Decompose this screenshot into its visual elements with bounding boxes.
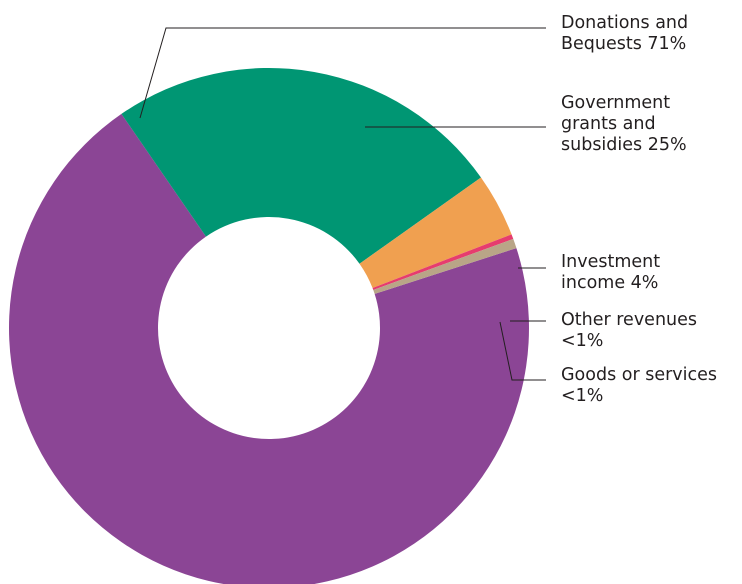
- label-line: Bequests 71%: [561, 34, 686, 54]
- slice-investment: [359, 177, 512, 289]
- slice-government: [121, 67, 481, 264]
- label-goods: Goods or services <1%: [561, 365, 717, 406]
- slice-other: [372, 234, 514, 290]
- label-government: Government grants and subsidies 25%: [561, 93, 687, 155]
- label-line: Other revenues: [561, 310, 697, 330]
- label-line: Goods or services: [561, 365, 717, 385]
- label-line: grants and: [561, 114, 656, 134]
- label-line: Investment: [561, 252, 660, 272]
- label-line: subsidies 25%: [561, 135, 687, 155]
- leader-line-donations: [139, 27, 546, 119]
- label-line: <1%: [561, 386, 603, 406]
- slices-group: [9, 67, 529, 584]
- label-line: Donations and: [561, 13, 688, 33]
- label-line: <1%: [561, 331, 603, 351]
- label-other: Other revenues <1%: [561, 310, 697, 351]
- label-line: Government: [561, 93, 670, 113]
- leader-lines-group: [139, 27, 546, 381]
- labels-group: Donations and Bequests 71% Government grant…: [561, 13, 717, 406]
- label-donations: Donations and Bequests 71%: [561, 13, 688, 54]
- slice-goods: [373, 238, 517, 294]
- label-investment: Investment income 4%: [561, 252, 660, 293]
- leader-line-goods: [499, 321, 546, 381]
- slice-donations: [9, 113, 529, 584]
- label-line: income 4%: [561, 273, 658, 293]
